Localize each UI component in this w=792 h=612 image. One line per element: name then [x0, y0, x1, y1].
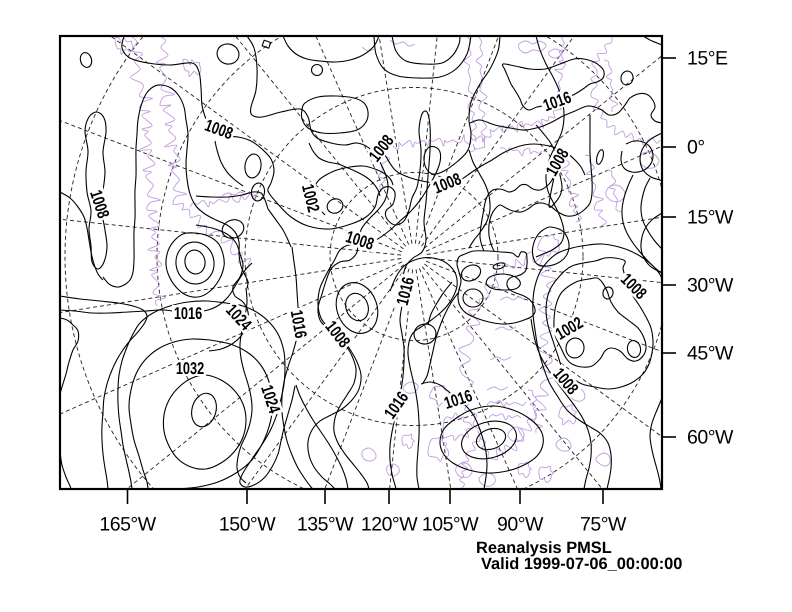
- svg-text:60°W: 60°W: [687, 427, 734, 449]
- svg-text:30°W: 30°W: [687, 275, 734, 297]
- svg-text:150°W: 150°W: [219, 514, 276, 536]
- svg-text:90°W: 90°W: [497, 514, 544, 536]
- svg-text:135°W: 135°W: [297, 514, 354, 536]
- svg-text:Reanalysis PMSL: Reanalysis PMSL: [476, 539, 612, 557]
- svg-text:Valid 1999-07-06_00:00:00: Valid 1999-07-06_00:00:00: [481, 555, 682, 573]
- svg-text:120°W: 120°W: [361, 514, 418, 536]
- svg-text:0°: 0°: [687, 137, 705, 159]
- svg-text:75°W: 75°W: [580, 514, 627, 536]
- svg-text:1016: 1016: [287, 308, 311, 339]
- svg-text:1032: 1032: [176, 359, 204, 378]
- svg-text:165°W: 165°W: [99, 514, 156, 536]
- svg-text:15°W: 15°W: [687, 207, 734, 229]
- svg-text:45°W: 45°W: [687, 343, 734, 365]
- svg-text:105°W: 105°W: [422, 514, 479, 536]
- svg-text:1016: 1016: [174, 304, 202, 323]
- svg-text:15°E: 15°E: [687, 48, 728, 70]
